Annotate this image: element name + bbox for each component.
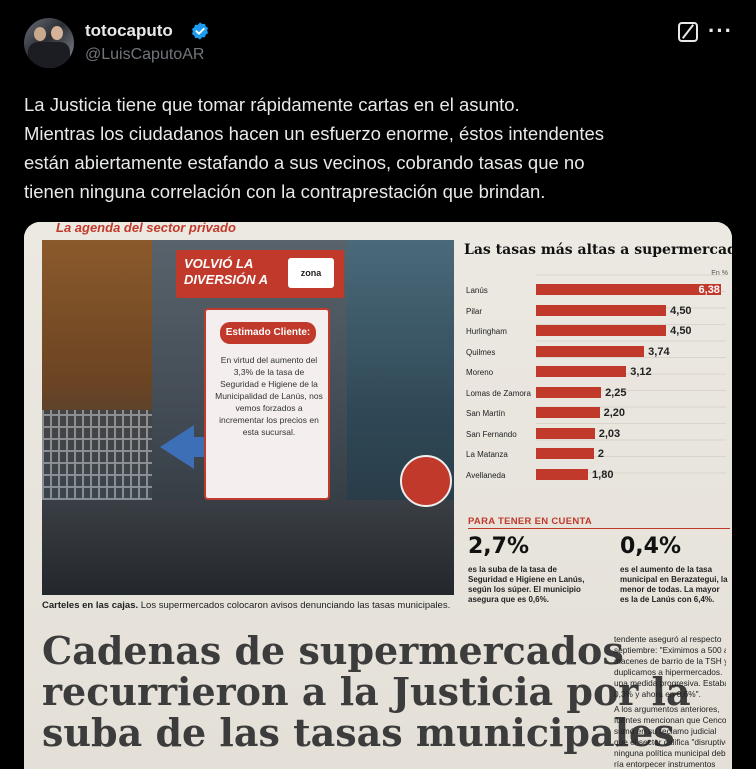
stat-text: es la suba de la tasa de Seguridad e Hig… xyxy=(468,565,585,604)
section-tag: La agenda del sector privado xyxy=(56,222,236,235)
bar xyxy=(536,386,602,398)
verified-badge-icon xyxy=(192,22,208,40)
article-headline: Cadenas de supermercados recurrieron a l… xyxy=(42,628,691,755)
data-label: 4,50 xyxy=(670,304,692,317)
column-line: fuentes mencionan que Cencosud xyxy=(614,715,726,725)
tweet-text-line: La Justicia tiene que tomar rápidamente … xyxy=(24,94,520,115)
stat-value: 2,7% xyxy=(468,534,530,559)
bar xyxy=(536,304,667,316)
tasas-chart: Las tasas más altas a supermercados En %… xyxy=(460,234,732,509)
notice-title: Estimado Cliente: xyxy=(220,322,316,344)
tweet-text-line: Mientras los ciudadanos hacen un esfuerz… xyxy=(24,123,605,144)
category-label: Quilmes xyxy=(466,347,496,357)
column-line: septiembre: "Eximimos a 500 al- xyxy=(614,645,726,655)
chart-row: Avellaneda 1,80 xyxy=(460,467,732,485)
chart-row: La Matanza 2 xyxy=(460,446,732,464)
category-label: Pilar xyxy=(466,306,483,316)
category-label: Hurlingham xyxy=(466,327,507,336)
chart-row: San Fernando 2,03 xyxy=(460,426,732,444)
tweet-header: totocaputo @LuisCaputoAR ··· xyxy=(24,18,732,70)
chart-row: San Martín 2,20 xyxy=(460,405,732,423)
tweet-text-line: tienen ninguna correlación con la contra… xyxy=(24,181,546,202)
chart-title: Las tasas más altas a supermercados xyxy=(464,242,732,258)
user-handle[interactable]: @LuisCaputoAR xyxy=(85,46,205,63)
chart-row: Quilmes 3,74 xyxy=(460,344,732,362)
more-options-icon[interactable]: ··· xyxy=(708,18,733,43)
avatar[interactable] xyxy=(24,18,74,68)
bar xyxy=(536,407,600,418)
bar xyxy=(536,468,589,480)
avatar-photo xyxy=(28,42,70,68)
promo-banner: VOLVIÓ LA DIVERSIÓN A zona xyxy=(176,250,344,298)
shopping-carts xyxy=(42,410,157,500)
data-label: 3,12 xyxy=(630,366,652,378)
data-label: 3,74 xyxy=(648,345,670,358)
chart-row: Pilar 4,50 xyxy=(460,303,732,321)
column-line: duplicamos a hipermercados. xyxy=(614,667,723,677)
headline-line: suba de las tasas municipales xyxy=(42,710,675,755)
category-label: La Matanza xyxy=(466,450,508,459)
category-label: Lomas de Zamora xyxy=(466,388,531,398)
category-label: Moreno xyxy=(466,368,494,377)
bar xyxy=(536,345,645,357)
grok-icon[interactable] xyxy=(678,22,698,42)
zona-logo: zona xyxy=(288,258,334,288)
chart-unit-note: En % xyxy=(711,270,728,277)
photo-floor xyxy=(42,500,454,595)
bar xyxy=(536,366,627,377)
arrow-sign-icon xyxy=(160,425,194,469)
caption-bold: Carteles en las cajas. xyxy=(42,600,139,611)
tener-en-cuenta-heading: PARA TENER EN CUENTA xyxy=(468,516,593,527)
notice-body: En virtud del aumento del 3,3% de la tas… xyxy=(215,355,323,437)
column-line: que el sector califica "disruptivo" xyxy=(614,737,726,747)
tweet-text-line: están abiertamente estafando a sus vecin… xyxy=(24,152,585,173)
tweet-text: La Justicia tiene que tomar rápidamente … xyxy=(24,90,732,206)
category-label: San Fernando xyxy=(466,429,517,439)
photo-caption: Carteles en las cajas. Los supermercados… xyxy=(42,600,454,611)
column-line: 0,3% y ahora en 0,6%". xyxy=(614,689,701,699)
round-sign xyxy=(400,455,452,507)
data-label: 4,50 xyxy=(670,325,692,337)
banner-text: VOLVIÓ LA DIVERSIÓN A xyxy=(184,256,269,287)
divider xyxy=(468,528,730,529)
data-label: 2,03 xyxy=(598,427,621,440)
chart-row: Lanús 6,38 xyxy=(460,282,732,300)
display-name[interactable]: totocaputo xyxy=(85,21,173,40)
column-line: una medida progresiva. Estaba xyxy=(614,678,726,688)
column-line: ninguna política municipal debe xyxy=(614,748,726,758)
stat-value: 0,4% xyxy=(620,534,682,559)
data-label: 2,20 xyxy=(603,407,626,419)
category-label: San Martín xyxy=(466,409,506,418)
bar xyxy=(536,284,721,295)
data-label: 2 xyxy=(597,448,604,460)
bar xyxy=(536,448,594,459)
column-line: tendente aseguró al respecto xyxy=(614,634,722,644)
chart-row: Hurlingham 4,50 xyxy=(460,323,732,341)
category-label: Lanús xyxy=(466,286,488,295)
data-label: 1,80 xyxy=(592,468,614,481)
notice-sign: Estimado Cliente: En virtud del aumento … xyxy=(204,308,330,500)
tweet-media-image[interactable]: La agenda del sector privado VOLVIÓ LA D… xyxy=(24,222,732,769)
headline-line: recurrieron a la Justicia por la xyxy=(42,669,691,714)
column-line: macenes de barrio de la TSH y xyxy=(614,656,726,666)
caption-text: Los supermercados colocaron avisos denun… xyxy=(138,600,451,611)
bar xyxy=(536,427,595,439)
data-label: 6,38 xyxy=(698,284,720,296)
column-line: A los argumentos anteriores, xyxy=(614,704,720,714)
category-label: Avellaneda xyxy=(466,470,506,480)
article-column-text: tendente aseguró al respecto septiembre: … xyxy=(614,634,726,769)
column-line: ría entorpecer instrumentos xyxy=(614,759,716,769)
headline-line: Cadenas de supermercados xyxy=(42,628,624,673)
bar xyxy=(536,325,667,336)
chart-row: Lomas de Zamora 2,25 xyxy=(460,385,732,403)
column-line: sumó en su reclamo judicial xyxy=(614,726,717,736)
newspaper-page: La agenda del sector privado VOLVIÓ LA D… xyxy=(24,222,732,769)
chart-row: Moreno 3,12 xyxy=(460,364,732,382)
article-photo: VOLVIÓ LA DIVERSIÓN A zona Estimado Clie… xyxy=(42,240,454,595)
stat-text: es el aumento de la tasa municipal en Be… xyxy=(620,565,728,604)
data-label: 2,25 xyxy=(605,386,627,399)
